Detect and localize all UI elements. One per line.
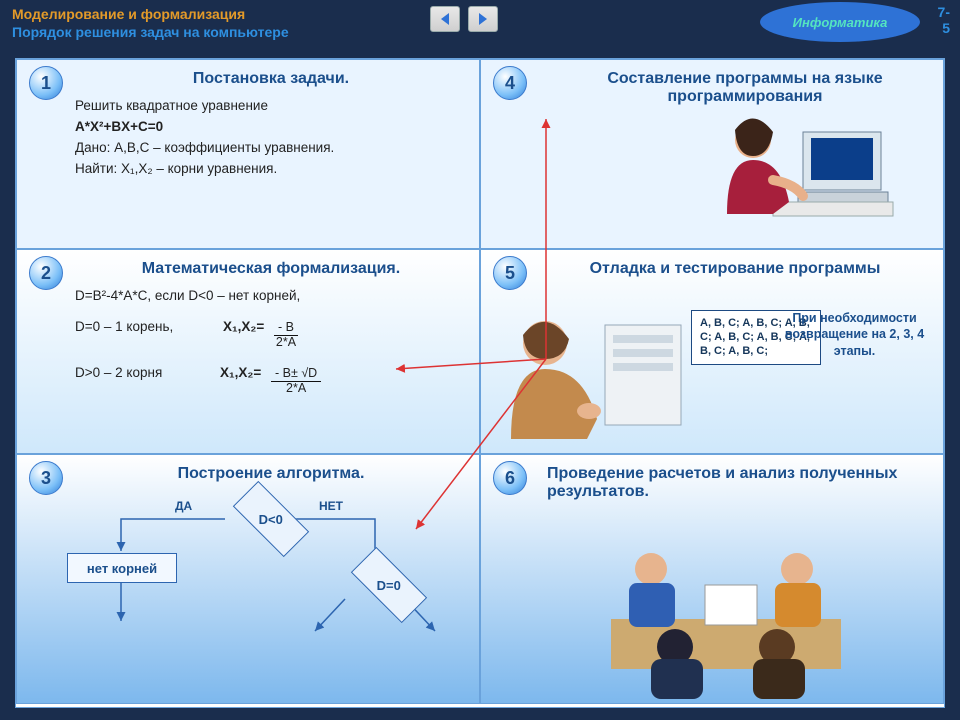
flow-label-no: НЕТ	[319, 499, 343, 513]
cell-5: 5 Отладка и тестирование программы A, B,…	[480, 249, 944, 454]
flowchart: ДА НЕТ D<0 нет корней D=0	[75, 491, 467, 661]
cell-1-body: Решить квадратное уравнение A*X²+BX+C=0 …	[75, 96, 467, 180]
flow-box-no-roots: нет корней	[67, 553, 177, 583]
cell-4: 4 Составление программы на языке програм…	[480, 59, 944, 249]
chevron-right-icon	[476, 12, 490, 26]
next-button[interactable]	[468, 6, 498, 32]
flow-label-yes: ДА	[175, 499, 192, 513]
cell-1-line1: Решить квадратное уравнение	[75, 96, 467, 117]
content-grid: 1 Постановка задачи. Решить квадратное у…	[15, 58, 945, 708]
step-badge-1: 1	[29, 66, 63, 100]
cell-1-title: Постановка задачи.	[75, 70, 467, 88]
frac1-num: - B	[274, 321, 298, 336]
cell-3: 3 Построение алгоритма. ДА НЕТ D<0 нет	[16, 454, 480, 704]
brand-oval: Информатика	[760, 2, 920, 42]
cell-5-note: При необходимости возвращение на 2, 3, 4…	[782, 310, 927, 359]
cell-3-title: Построение алгоритма.	[75, 465, 467, 483]
prev-button[interactable]	[430, 6, 460, 32]
cell-1: 1 Постановка задачи. Решить квадратное у…	[16, 59, 480, 249]
cell-2-body: D=B²-4*A*C, если D<0 – нет корней, D=0 –…	[75, 286, 467, 396]
page-number-top: 7-	[938, 4, 950, 20]
page-number-bottom: 5	[942, 20, 950, 36]
cell-6-title: Проведение расчетов и анализ полученных …	[539, 465, 931, 501]
tester-clipart	[487, 299, 692, 449]
frac2-num: - B± √D	[271, 367, 321, 382]
frac1-den: 2*A	[276, 336, 296, 350]
step-badge-6: 6	[493, 461, 527, 495]
cell-2-d0: D=0 – 1 корень,	[75, 319, 173, 334]
cell-5-title: Отладка и тестирование программы	[539, 260, 931, 278]
step-badge-5: 5	[493, 256, 527, 290]
cell-6: 6 Проведение расчетов и анализ полученны…	[480, 454, 944, 704]
cell-1-line2: Дано: A,B,C – коэффициенты уравнения.	[75, 138, 467, 159]
page-number: 7- 5	[938, 4, 950, 36]
cell-2-title: Математическая формализация.	[75, 260, 467, 278]
chevron-left-icon	[438, 12, 452, 26]
nav-buttons	[430, 6, 498, 32]
step-badge-2: 2	[29, 256, 63, 290]
step-badge-3: 3	[29, 461, 63, 495]
header-bar: Моделирование и формализация Порядок реш…	[0, 0, 960, 48]
cell-2: 2 Математическая формализация. D=B²-4*A*…	[16, 249, 480, 454]
frac2-den: 2*A	[286, 382, 306, 396]
meeting-clipart	[601, 529, 851, 699]
cell-1-equation: A*X²+BX+C=0	[75, 117, 467, 138]
cell-2-d-line: D=B²-4*A*C, если D<0 – нет корней,	[75, 286, 467, 307]
cell-1-line3: Найти: X₁,X₂ – корни уравнения.	[75, 159, 467, 180]
programmer-clipart	[703, 110, 903, 240]
cell-2-x12a: X₁,X₂=	[223, 319, 264, 334]
step-badge-4: 4	[493, 66, 527, 100]
cell-4-title: Составление программы на языке программи…	[539, 70, 931, 106]
cell-2-dpos: D>0 – 2 корня	[75, 365, 162, 380]
cell-2-x12b: X₁,X₂=	[220, 365, 261, 380]
